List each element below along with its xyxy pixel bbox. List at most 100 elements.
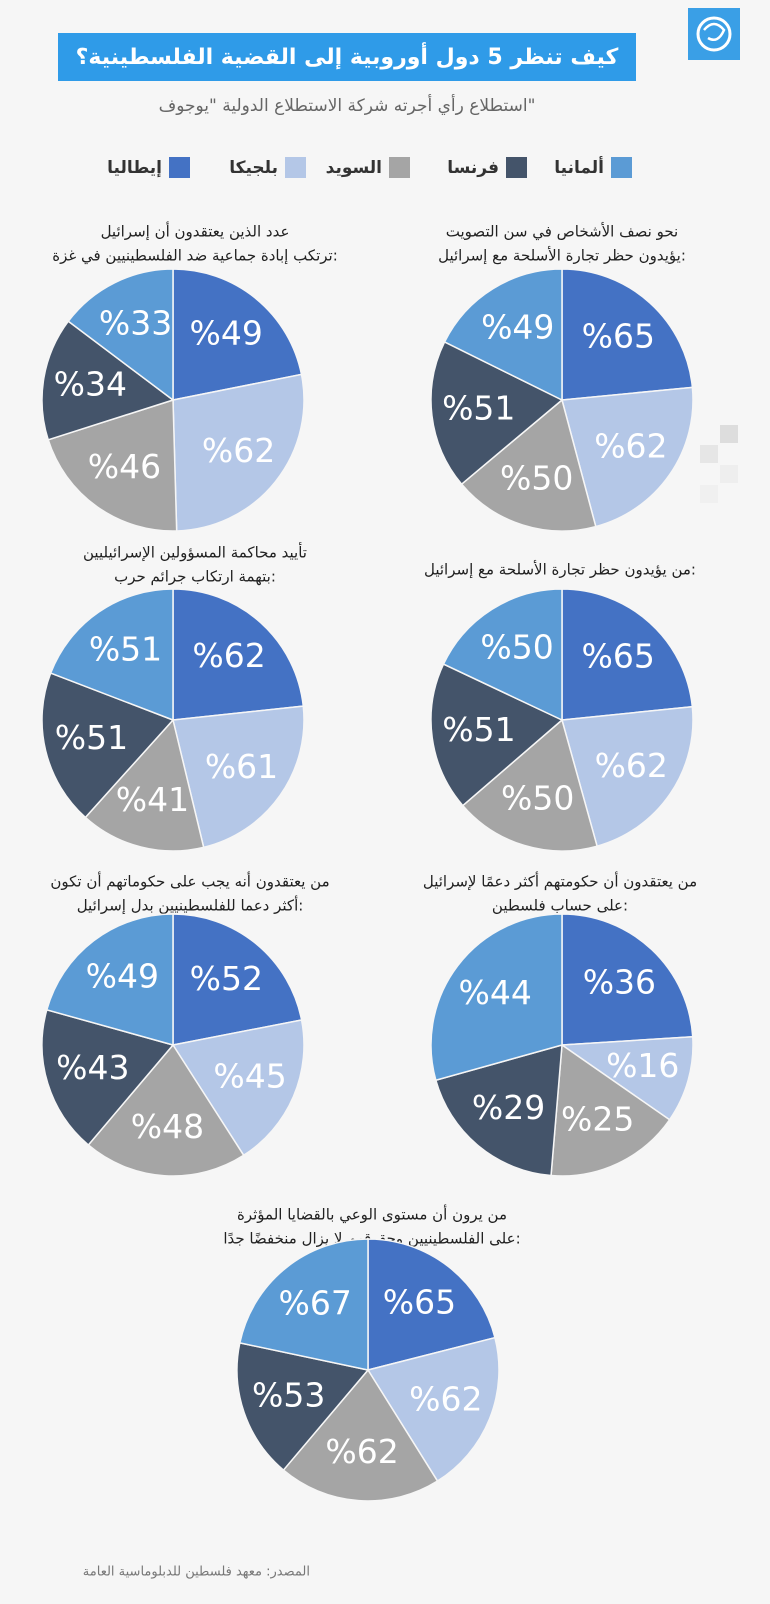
decor-square: [700, 485, 718, 503]
title: كيف تنظر 5 دول أوروبية إلى القضية الفلسط…: [76, 41, 619, 70]
pie-slice: [366, 1336, 500, 1483]
slice-label: %50: [500, 458, 573, 497]
legend-swatch: [389, 157, 410, 178]
slice-label: %46: [88, 447, 161, 486]
pie-slice: [172, 588, 305, 721]
pie-slice: [282, 1368, 439, 1502]
decor: [700, 425, 738, 503]
pie-slice: [430, 913, 563, 1082]
pie-slice: [559, 1035, 694, 1121]
slice-label: %36: [583, 962, 656, 1001]
pie-slice: [434, 1043, 563, 1177]
pie-slice: [430, 663, 564, 807]
slice-label: %51: [55, 718, 128, 757]
chart-title: نحو نصف الأشخاص في سن التصويت: [446, 222, 678, 242]
pie-slice: [41, 1008, 175, 1147]
slice-label: %67: [279, 1283, 352, 1322]
pie-slice: [67, 268, 174, 402]
pie-slice: [561, 268, 694, 401]
chart-title: بتهمة ارتكاب جرائم حرب:: [114, 568, 276, 586]
slice-label: %52: [190, 959, 263, 998]
pie-slice: [236, 1342, 370, 1472]
slice-label: %49: [481, 307, 554, 346]
slice-label: %44: [459, 973, 532, 1012]
legend-label: بلجيكا: [229, 158, 278, 178]
pie-slice: [561, 386, 694, 528]
title-banner: [58, 33, 636, 81]
pie-slice: [442, 588, 563, 722]
slice-label: %62: [192, 636, 265, 675]
slice-label: %50: [480, 628, 553, 667]
pie-slice: [47, 398, 178, 532]
chart-title: أكثر دعما للفلسطينيين بدل إسرائيل:: [77, 896, 304, 915]
pie-slice: [550, 1043, 671, 1177]
legend: ألمانيا فرنسا السويد بلجيكا إيطاليا: [107, 156, 632, 178]
decor-square: [720, 425, 738, 443]
pie-slice: [49, 588, 174, 722]
slice-label: %45: [213, 1056, 286, 1095]
chart-title: يؤيدون حظر تجارة الأسلحة مع إسرائيل:: [438, 246, 686, 265]
slice-label: %65: [582, 636, 655, 675]
chart-title: تأييد محاكمة المسؤولين الإسرائيليين: [83, 542, 307, 562]
slice-label: %62: [325, 1432, 398, 1471]
slice-label: %62: [595, 746, 668, 785]
pie-slice: [172, 373, 305, 532]
pie-slice: [172, 705, 305, 849]
slice-label: %50: [501, 779, 574, 818]
pie-slice: [45, 913, 174, 1046]
legend-label: إيطاليا: [107, 158, 162, 178]
source: المصدر: معهد فلسطين للدبلوماسية العامة: [83, 1565, 310, 1580]
pie-slice: [84, 718, 205, 852]
pie-slice: [460, 398, 597, 532]
slice-label: %49: [86, 957, 159, 996]
slice-label: %16: [606, 1046, 679, 1085]
chart-title: من يؤيدون حظر تجارة الأسلحة مع إسرائيل:: [424, 560, 696, 579]
legend-label: ألمانيا: [554, 156, 604, 178]
pie-slice: [171, 1019, 305, 1157]
pie-slice: [561, 705, 694, 848]
chart-title: عدد الذين يعتقدون أن إسرائيل: [101, 222, 290, 241]
legend-label: السويد: [326, 158, 382, 178]
slice-label: %51: [442, 710, 515, 749]
slice-label: %51: [89, 629, 162, 668]
pie-slice: [443, 268, 563, 402]
pie-slice: [561, 913, 694, 1046]
slice-label: %29: [472, 1088, 545, 1127]
pie-slice: [561, 588, 694, 721]
slice-label: %65: [582, 316, 655, 355]
pie-slice: [87, 1043, 245, 1177]
slice-label: %62: [594, 426, 667, 465]
slice-label: %34: [54, 364, 127, 403]
decor-square: [720, 465, 738, 483]
logo: [688, 8, 740, 60]
legend-swatch: [169, 157, 190, 178]
slice-label: %65: [383, 1282, 456, 1321]
chart-title: ترتكب إبادة جماعية ضد الفلسطينيين في غزة…: [52, 247, 338, 266]
subtitle: استطلاع رأي أجرته شركة الاستطلاع الدولية…: [159, 94, 536, 116]
legend-label: فرنسا: [447, 158, 499, 178]
pie-slice: [430, 340, 564, 486]
logo-mark: [696, 16, 732, 52]
pie-slice: [41, 320, 175, 441]
slice-label: %62: [409, 1380, 482, 1419]
chart-title: على حساب فلسطين:: [492, 897, 628, 915]
slice-label: %25: [561, 1099, 634, 1138]
slice-label: %61: [205, 747, 278, 786]
pie-slice: [238, 1238, 369, 1371]
chart-title: من يعتقدون أنه يجب على حكوماتهم أن تكون: [50, 872, 329, 891]
chart-title: من يعتقدون أن حكومتهم أكثر دعمًا لإسرائي…: [423, 872, 697, 891]
pie-slice: [172, 268, 303, 401]
slice-label: %53: [252, 1376, 325, 1415]
pie-slice: [461, 718, 599, 852]
slice-label: %49: [190, 314, 263, 353]
charts: نحو نصف الأشخاص في سن التصويت يؤيدون حظر …: [41, 222, 697, 1502]
logo-mark: [703, 22, 726, 41]
slice-label: %33: [99, 303, 172, 342]
pie-slice: [367, 1238, 496, 1371]
pie-slice: [172, 913, 303, 1046]
legend-swatch: [285, 157, 306, 178]
slice-label: %62: [202, 431, 275, 470]
legend-swatch: [611, 157, 632, 178]
